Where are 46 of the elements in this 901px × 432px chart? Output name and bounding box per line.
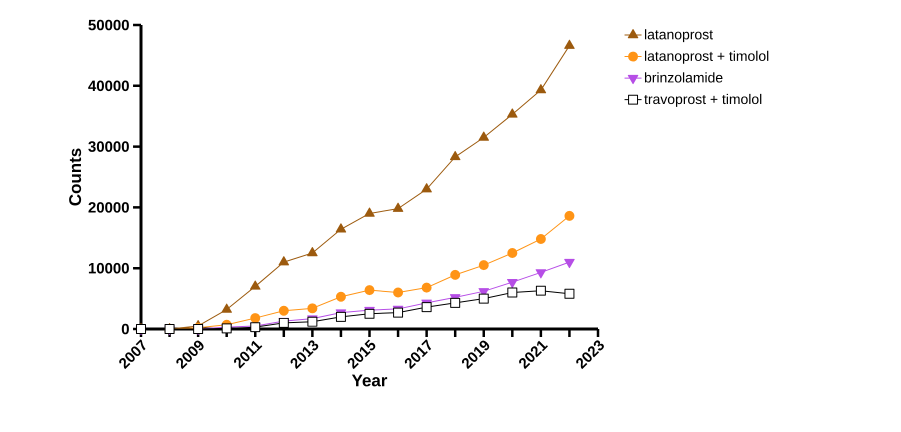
- point: [536, 234, 546, 244]
- x-axis-title: Year: [352, 374, 388, 386]
- point: [392, 202, 404, 212]
- point: [478, 260, 489, 270]
- point: [478, 132, 489, 141]
- point: [393, 308, 404, 318]
- point: [307, 247, 318, 256]
- point: [364, 285, 374, 296]
- point: [450, 270, 460, 280]
- point: [450, 298, 460, 308]
- legend-label: travoprost + timolol: [644, 94, 762, 107]
- point: [507, 108, 518, 118]
- point: [536, 269, 546, 278]
- point: [364, 208, 375, 217]
- point: [307, 303, 318, 314]
- y-tick-label: 40000: [88, 80, 129, 92]
- point: [393, 288, 404, 298]
- legend-label: brinzolamide: [644, 72, 722, 83]
- point: [422, 282, 432, 293]
- point: [536, 84, 546, 94]
- point: [278, 306, 289, 316]
- y-tick-label: 10000: [88, 262, 129, 274]
- point: [336, 312, 346, 322]
- point: [336, 223, 346, 233]
- point: [507, 278, 518, 288]
- point: [336, 292, 346, 302]
- point: [564, 210, 574, 221]
- y-tick-label: 50000: [88, 20, 129, 30]
- point: [421, 183, 432, 192]
- y-tick-label: 30000: [88, 141, 129, 152]
- point: [564, 258, 575, 268]
- point: [478, 294, 489, 304]
- legend-label: latanoprost: [644, 29, 713, 42]
- point: [536, 286, 546, 296]
- point: [278, 256, 290, 266]
- point: [564, 288, 574, 299]
- point: [564, 40, 575, 49]
- y-tick-label: 20000: [88, 202, 129, 213]
- point: [422, 302, 432, 312]
- point: [450, 150, 460, 160]
- y-tick-label: 0: [122, 324, 129, 334]
- point: [250, 313, 260, 324]
- legend-label: latanoprost + timolol: [644, 50, 768, 64]
- y-axis-title: Counts: [69, 148, 82, 206]
- point: [507, 248, 518, 258]
- point: [364, 308, 374, 319]
